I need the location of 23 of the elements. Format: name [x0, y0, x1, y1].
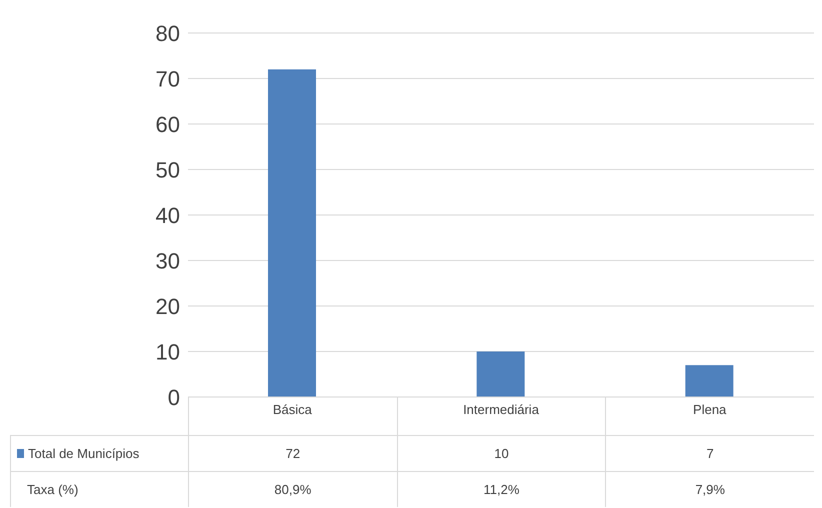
x-tick-label: Intermediária [463, 402, 540, 418]
x-tick-label: Básica [272, 402, 313, 418]
y-tick-label: 80 [156, 20, 180, 46]
y-tick-label: 40 [156, 202, 180, 228]
y-tick-label: 0 [168, 384, 180, 410]
bar [685, 365, 734, 397]
bar [476, 352, 525, 397]
y-tick-label: 60 [156, 112, 180, 137]
text: 80,9% [188, 471, 397, 507]
x-tick-label: Plena [693, 402, 728, 418]
y-tick-label: 30 [156, 248, 180, 274]
legend-label: Total de Municípios [28, 446, 140, 461]
y-tick-label: 70 [156, 66, 180, 92]
text: 11,2% [396, 471, 606, 507]
text: Taxa (%) [27, 482, 78, 497]
y-tick-label: 10 [156, 339, 180, 364]
text: 7,9% [605, 471, 814, 507]
y-tick-label: 50 [156, 157, 180, 182]
data-label: 7 [605, 435, 814, 471]
data-label: 72 [188, 435, 397, 471]
data-label: 10 [396, 435, 606, 471]
bar [268, 69, 316, 397]
y-tick-label: 20 [156, 294, 180, 319]
